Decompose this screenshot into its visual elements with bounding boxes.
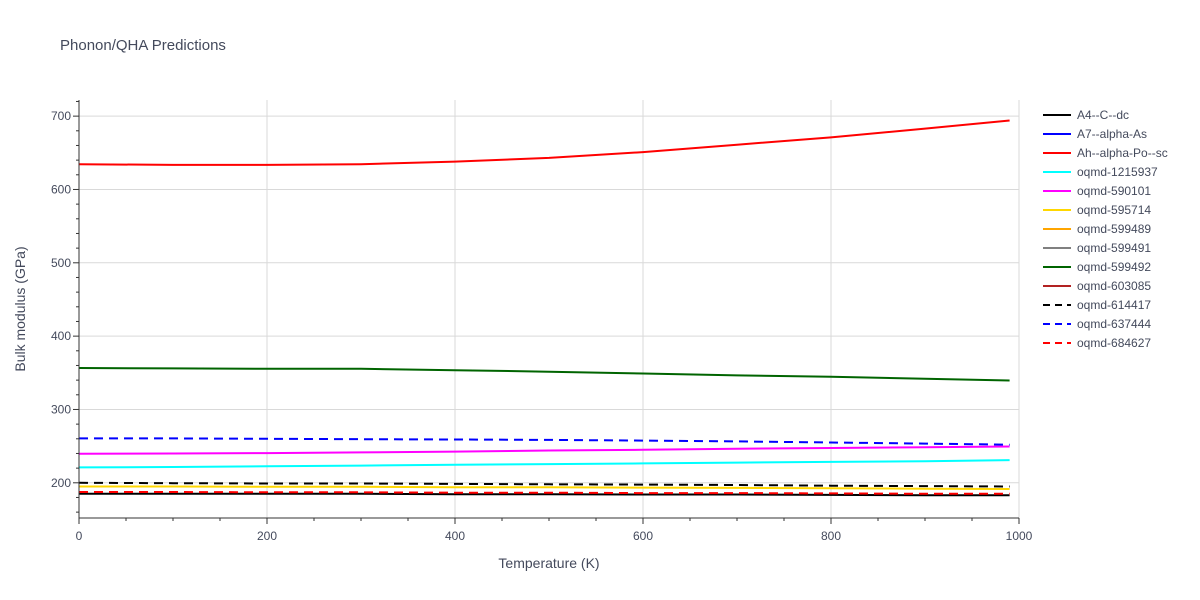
legend-label: oqmd-637444 <box>1077 317 1151 331</box>
y-tick-label: 500 <box>51 256 71 270</box>
legend-item[interactable]: oqmd-595714 <box>1043 203 1151 217</box>
x-tick-label: 200 <box>257 529 277 543</box>
series-line <box>79 492 1010 497</box>
legend-label: oqmd-603085 <box>1077 279 1151 293</box>
x-axis-ticks: 0 200 400 600 800 1000 <box>76 518 1033 543</box>
series-line <box>78 445 1010 455</box>
x-tick-label: 600 <box>633 529 653 543</box>
y-tick-label: 300 <box>51 402 71 416</box>
axes <box>78 100 1019 519</box>
y-tick-label: 200 <box>51 476 71 490</box>
y-axis-title: Bulk modulus (GPa) <box>12 246 28 371</box>
grid <box>79 100 1020 518</box>
legend-label: oqmd-595714 <box>1077 203 1151 217</box>
series-line <box>78 119 1010 166</box>
y-tick-label: 600 <box>51 182 71 196</box>
legend-item[interactable]: oqmd-599492 <box>1043 260 1151 274</box>
legend-item[interactable]: oqmd-599491 <box>1043 241 1151 255</box>
legend-item[interactable]: oqmd-590101 <box>1043 184 1151 198</box>
legend-item[interactable]: A4--C--dc <box>1043 108 1129 122</box>
legend-label: oqmd-614417 <box>1077 298 1151 312</box>
legend-item[interactable]: oqmd-637444 <box>1043 317 1151 331</box>
x-tick-label: 0 <box>76 529 83 543</box>
series-line <box>78 367 1010 382</box>
series-line <box>78 481 1010 488</box>
x-tick-label: 400 <box>445 529 465 543</box>
legend-label: oqmd-599489 <box>1077 222 1151 236</box>
legend-label: Ah--alpha-Po--sc <box>1077 146 1168 160</box>
x-tick-label: 800 <box>821 529 841 543</box>
legend-item[interactable]: oqmd-1215937 <box>1043 165 1158 179</box>
series-line <box>79 485 1010 490</box>
legend-item[interactable]: oqmd-599489 <box>1043 222 1151 236</box>
y-tick-label: 400 <box>51 329 71 343</box>
legend-label: A4--C--dc <box>1077 108 1129 122</box>
legend-item[interactable]: oqmd-603085 <box>1043 279 1151 293</box>
series-line <box>79 491 1010 495</box>
legend[interactable]: A4--C--dc A7--alpha-As Ah--alpha-Po--sc oqm… <box>1043 108 1168 350</box>
x-axis-title: Temperature (K) <box>498 555 599 571</box>
legend-label: oqmd-590101 <box>1077 184 1151 198</box>
chart-title: Phonon/QHA Predictions <box>60 37 226 54</box>
legend-label: A7--alpha-As <box>1077 127 1147 141</box>
y-tick-label: 700 <box>51 109 71 123</box>
legend-label: oqmd-599492 <box>1077 260 1151 274</box>
legend-label: oqmd-1215937 <box>1077 165 1158 179</box>
legend-item[interactable]: oqmd-684627 <box>1043 336 1151 350</box>
series-line <box>79 437 1010 446</box>
series-line <box>78 459 1010 469</box>
legend-label: oqmd-599491 <box>1077 241 1151 255</box>
legend-item[interactable]: Ah--alpha-Po--sc <box>1043 146 1168 160</box>
x-tick-label: 1000 <box>1006 529 1033 543</box>
legend-label: oqmd-684627 <box>1077 336 1151 350</box>
plot-lines <box>78 119 1010 497</box>
legend-item[interactable]: oqmd-614417 <box>1043 298 1151 312</box>
legend-item[interactable]: A7--alpha-As <box>1043 127 1147 141</box>
y-axis-ticks: 200 300 400 500 600 700 <box>51 100 79 513</box>
